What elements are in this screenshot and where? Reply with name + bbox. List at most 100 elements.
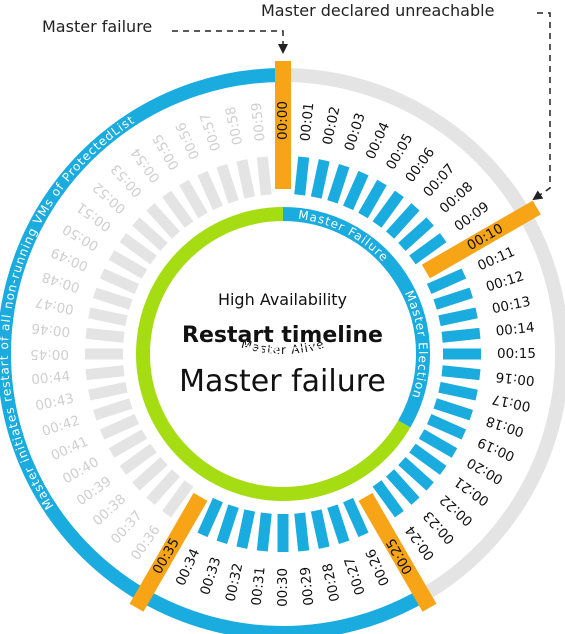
second-tick <box>343 170 369 211</box>
second-label: 00:01 <box>297 102 317 142</box>
second-tick <box>132 456 168 491</box>
second-tick <box>426 414 467 440</box>
second-tick <box>385 203 420 239</box>
second-label: 00:59 <box>249 102 269 142</box>
second-label: 00:32 <box>223 562 247 603</box>
second-tick <box>108 429 148 458</box>
master-declared-unreachable-callout: Master declared unreachable <box>261 1 495 20</box>
second-tick <box>179 179 208 219</box>
second-tick <box>294 156 310 196</box>
second-tick <box>294 512 310 552</box>
second-tick <box>256 512 272 552</box>
milestone-marker <box>358 492 437 612</box>
second-label: 00:31 <box>249 566 269 606</box>
master-failure-callout: Master failure <box>42 17 153 36</box>
second-tick <box>310 159 330 199</box>
second-label: 00:03 <box>342 111 369 153</box>
second-tick <box>358 179 387 219</box>
inner-ring-master-failure-election <box>282 207 430 428</box>
second-tick <box>216 504 239 545</box>
second-tick <box>372 480 404 518</box>
second-label: 00:13 <box>491 294 532 318</box>
second-tick <box>398 456 434 491</box>
second-tick <box>327 504 350 545</box>
outer-phase-ring <box>0 68 565 634</box>
second-tick <box>85 365 125 381</box>
second-label: 00:00 <box>275 101 291 140</box>
second-label: 00:44 <box>31 368 71 388</box>
second-tick <box>441 327 481 343</box>
second-tick <box>372 190 404 228</box>
second-label: 00:42 <box>40 413 82 440</box>
second-ticks <box>85 61 541 612</box>
second-tick <box>433 398 474 421</box>
second-tick <box>146 469 181 505</box>
second-tick <box>236 509 256 549</box>
second-tick <box>99 414 140 440</box>
diagram-scenario: Master failure <box>179 364 386 399</box>
second-tick <box>85 327 125 343</box>
outer-ring-pending <box>282 68 531 219</box>
second-tick <box>310 509 330 549</box>
callout-arrows <box>172 12 551 201</box>
second-tick <box>108 250 148 279</box>
diagram-title: Restart timeline <box>182 323 383 348</box>
second-label: 00:30 <box>275 568 291 607</box>
outer-ring-initiates-restart <box>0 68 284 602</box>
second-label: 00:58 <box>223 105 247 146</box>
phase-label-master-alive: Master Alive <box>240 337 327 357</box>
second-tick <box>197 497 223 538</box>
second-label: 00:27 <box>342 555 369 597</box>
second-tick <box>88 307 128 327</box>
second-tick <box>441 365 481 381</box>
second-label: 00:46 <box>31 320 71 340</box>
second-label: 00:33 <box>197 555 224 597</box>
second-tick <box>236 159 256 199</box>
second-tick <box>385 469 420 505</box>
second-tick <box>398 217 434 252</box>
second-label: 00:02 <box>320 105 344 146</box>
second-label: 00:16 <box>495 368 535 388</box>
second-tick <box>438 307 478 327</box>
second-tick <box>132 217 168 252</box>
second-label: 00:17 <box>491 391 532 415</box>
second-tick <box>92 287 133 310</box>
second-tick <box>343 497 369 538</box>
second-tick <box>99 268 140 294</box>
master-failure-arrow <box>172 30 288 54</box>
second-tick <box>197 170 223 211</box>
second-label: 00:57 <box>197 111 224 153</box>
second-tick <box>146 203 181 239</box>
second-tick <box>418 429 458 458</box>
second-tick <box>256 156 272 196</box>
second-label: 00:43 <box>34 391 75 415</box>
second-tick <box>92 398 133 421</box>
second-label: 00:29 <box>297 566 317 606</box>
outer-ring-idle <box>418 211 565 602</box>
second-tick <box>327 163 350 204</box>
second-tick <box>119 233 157 265</box>
outer-ring-reads-protectedlist <box>140 589 426 634</box>
milestone-marker <box>421 200 541 279</box>
second-tick <box>409 443 447 475</box>
second-tick <box>162 480 194 518</box>
second-label: 00:14 <box>495 320 535 340</box>
second-tick <box>426 268 467 294</box>
second-tick <box>409 233 447 265</box>
inner-ring-master-alive <box>136 207 411 501</box>
milestone-marker <box>129 492 208 612</box>
second-label: 00:15 <box>497 346 536 362</box>
second-label: 00:45 <box>30 346 69 362</box>
second-tick <box>162 190 194 228</box>
second-tick <box>438 381 478 401</box>
second-label: 00:18 <box>484 413 526 440</box>
second-tick <box>433 287 474 310</box>
second-tick <box>119 443 157 475</box>
second-tick <box>88 381 128 401</box>
second-label: 00:28 <box>320 562 344 603</box>
second-label: 00:47 <box>34 294 75 318</box>
declared-unreachable-arrow <box>532 12 551 201</box>
diagram-subtitle: High Availability <box>217 290 348 309</box>
inner-phase-ring <box>136 207 430 501</box>
